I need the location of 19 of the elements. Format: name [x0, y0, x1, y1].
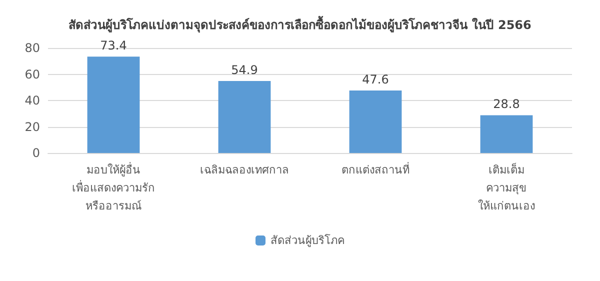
y-tick-label: 80 [24, 41, 40, 55]
data-label: 73.4 [100, 38, 127, 53]
bar [349, 90, 402, 153]
data-label: 47.6 [362, 72, 389, 87]
x-tick-label: ตกแต่งสถานที่ [342, 162, 410, 176]
y-tick-label: 60 [24, 67, 40, 82]
y-tick-label: 40 [24, 94, 40, 108]
x-tick-label: เฉลิมฉลองเทศกาล [200, 164, 289, 176]
data-label: 28.8 [493, 97, 520, 112]
legend-label: สัดส่วนผู้บริโภค [270, 233, 344, 247]
y-tick-label: 0 [32, 146, 40, 160]
y-tick-label: 20 [24, 120, 40, 134]
x-tick-label: เติมเต็ม ความสุข ให้แก่ตนเอง [478, 162, 535, 212]
bar [480, 115, 533, 153]
chart-title: สัดส่วนผู้บริโภคแบ่งตามจุดประสงค์ของการเลือกซื้อดอกไม้ของผู้บริโภคชาวจีน ในปี 2566 [68, 15, 532, 33]
bar [218, 80, 271, 153]
bar [87, 56, 140, 153]
x-tick-label: มอบให้ผู้อื่น เพื่อแสดงความรัก หรืออารมณ์ [72, 162, 155, 212]
data-label: 54.9 [231, 62, 258, 77]
